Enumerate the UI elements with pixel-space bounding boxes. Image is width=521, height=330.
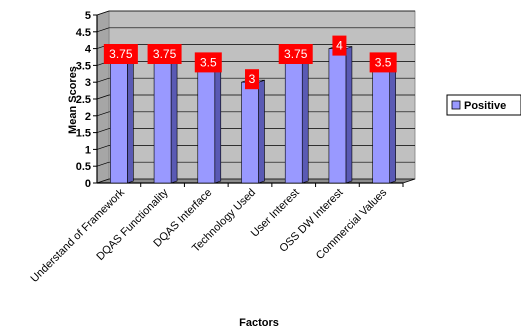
data-label: 3.5 xyxy=(194,52,222,73)
data-label-box xyxy=(369,52,397,73)
data-label-text: 3.5 xyxy=(375,55,392,69)
bar xyxy=(241,79,265,184)
bar xyxy=(197,62,222,184)
gridline-side xyxy=(96,94,110,100)
data-label-text: 3.75 xyxy=(109,47,133,61)
y-tick-label: 5 xyxy=(85,10,91,22)
y-axis-title: Mean Scores xyxy=(67,66,79,134)
bar-side xyxy=(389,62,396,184)
bar-front xyxy=(153,56,172,184)
y-tick-label: 0.5 xyxy=(76,161,91,173)
data-label-box xyxy=(332,35,347,56)
data-label-text: 4 xyxy=(336,39,343,53)
gridline-side xyxy=(96,145,110,150)
bar-front xyxy=(197,65,216,184)
data-labels: 3.75 3.75 3.5 3 3.75 4 3.5 xyxy=(103,35,397,90)
bar-side xyxy=(214,62,222,184)
data-label: 3 xyxy=(245,69,259,90)
gridline-side xyxy=(96,111,110,117)
bar-front xyxy=(241,81,259,184)
gridline-side xyxy=(96,10,110,16)
legend-label: Positive xyxy=(464,100,506,112)
y-tick-label: 4 xyxy=(85,44,92,56)
data-label: 3.75 xyxy=(103,44,138,64)
y-tick-label: 4.5 xyxy=(76,27,91,39)
y-tick-label: 2.5 xyxy=(76,94,91,106)
data-label-text: 3.75 xyxy=(284,47,308,61)
bar-side xyxy=(127,54,134,184)
data-label: 3.5 xyxy=(369,52,397,73)
bar xyxy=(284,54,309,184)
gridline-side xyxy=(96,128,110,133)
bar-side xyxy=(301,54,309,184)
y-tick-label: 0 xyxy=(85,178,91,190)
data-label: 3.75 xyxy=(147,44,182,64)
data-label-box xyxy=(103,44,138,64)
data-label-box xyxy=(245,69,259,90)
data-label: 3.75 xyxy=(278,44,313,64)
bar-side xyxy=(345,46,353,184)
y-tick-label: 3 xyxy=(85,77,91,89)
gridline-side xyxy=(96,27,110,33)
x-category-label: DQAS Functionality xyxy=(94,186,171,263)
data-label-box xyxy=(278,44,313,64)
data-label-text: 3.75 xyxy=(153,47,177,61)
bar xyxy=(328,46,353,184)
y-axis-ticks: 0 0.5 1 1.5 2 2.5 3 3.5 4 4.5 5 xyxy=(76,10,97,190)
data-label-box xyxy=(194,52,222,73)
bar xyxy=(372,62,396,184)
legend-swatch xyxy=(451,100,461,110)
legend: Positive xyxy=(446,94,521,116)
data-label: 4 xyxy=(332,35,347,56)
y-tick-label: 3.5 xyxy=(76,60,91,72)
y-tick-label: 1.5 xyxy=(76,128,91,140)
data-label-text: 3.5 xyxy=(200,55,217,69)
legend-box xyxy=(446,94,521,116)
bar-side xyxy=(258,79,265,184)
data-label-box xyxy=(147,44,182,64)
bar-side xyxy=(170,54,178,184)
bar-front xyxy=(284,56,303,184)
bar-front xyxy=(372,65,390,184)
x-axis-title: Factors xyxy=(239,317,279,329)
gridline-side xyxy=(96,77,110,83)
bar-front xyxy=(110,56,128,184)
bar-front xyxy=(328,48,347,184)
bar xyxy=(153,54,178,184)
y-tick-label: 1 xyxy=(85,144,91,156)
data-label-text: 3 xyxy=(249,72,256,86)
bar xyxy=(110,54,134,184)
gridline-side xyxy=(96,161,110,167)
y-tick-label: 2 xyxy=(85,111,91,123)
